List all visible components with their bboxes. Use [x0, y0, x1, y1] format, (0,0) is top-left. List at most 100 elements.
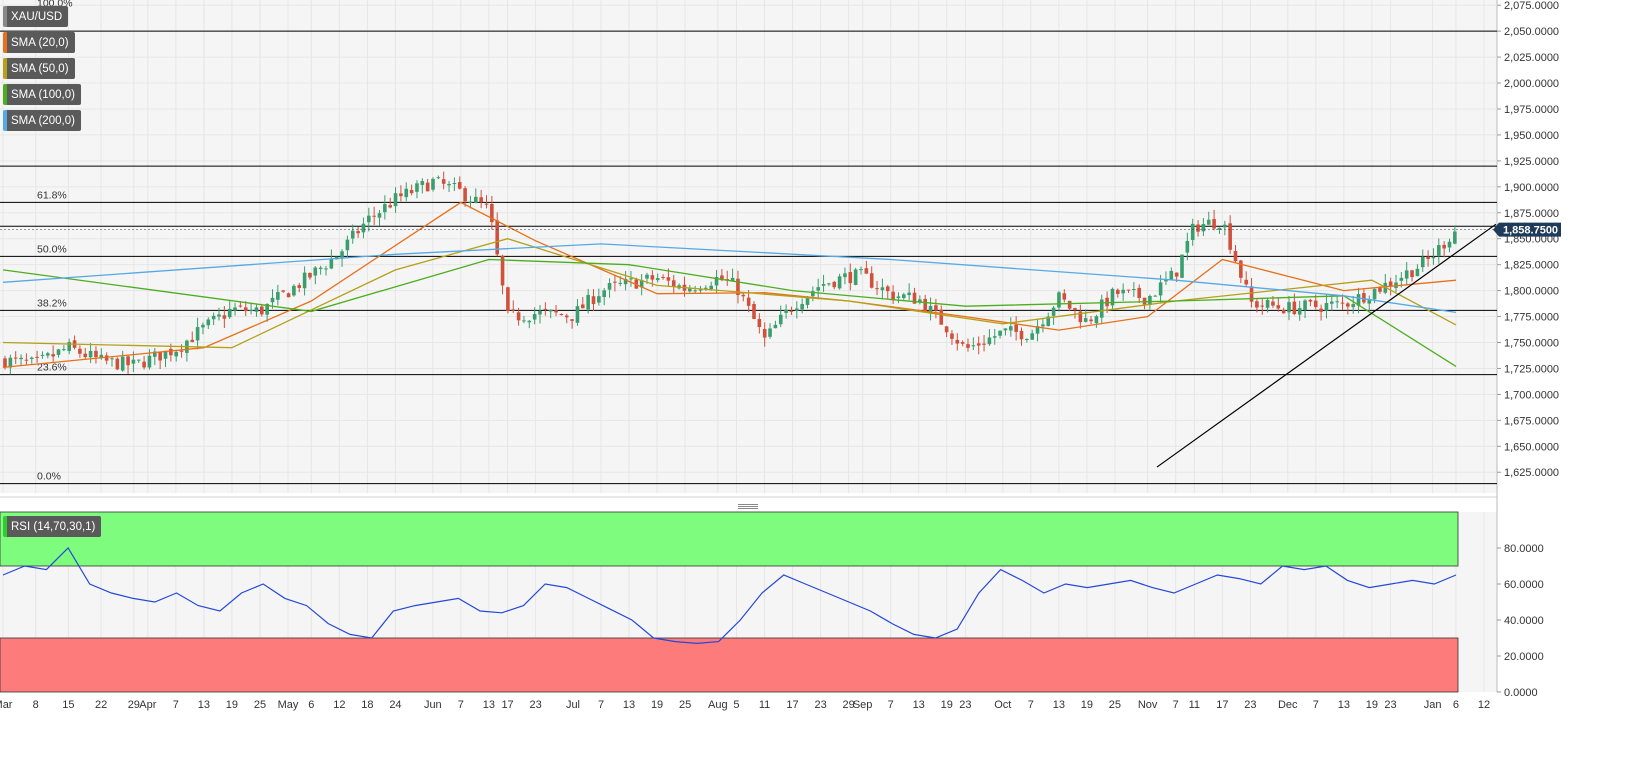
sma-200-legend[interactable]: SMA (200,0)	[3, 110, 81, 131]
x-tick-label: 12	[1478, 699, 1490, 711]
fibonacci-level-label: 0.0%	[37, 471, 61, 483]
candle-body	[104, 355, 109, 361]
candle-body	[1271, 301, 1275, 306]
candle-body	[29, 357, 34, 359]
sma-100-legend[interactable]: SMA (100,0)	[3, 84, 81, 105]
candle-body	[1105, 297, 1109, 307]
x-tick-label: 11	[1189, 699, 1200, 711]
candle-body	[126, 356, 130, 366]
candle-body	[714, 276, 719, 286]
candle-body	[746, 297, 751, 306]
y-tick-label: 1,675.0000	[1504, 415, 1559, 427]
candle-body	[1051, 307, 1056, 316]
candle-body	[511, 309, 516, 311]
candle-body	[254, 307, 259, 312]
candle-body	[784, 309, 788, 313]
rsi-y-tick-label: 80.0000	[1504, 543, 1544, 555]
candle-body	[1083, 318, 1088, 322]
fibonacci-level-label: 38.2%	[37, 297, 67, 309]
candle-body	[527, 320, 532, 323]
candle-body	[1030, 333, 1034, 340]
candle-body	[1046, 316, 1051, 327]
candle-body	[1014, 324, 1018, 332]
x-tick-label: 23	[814, 699, 826, 711]
y-tick-label: 2,025.0000	[1504, 52, 1559, 64]
candle-body	[832, 281, 837, 288]
x-tick-label: 19	[1081, 699, 1093, 711]
candle-body	[1372, 288, 1377, 300]
candle-body	[243, 307, 248, 312]
candle-body	[436, 177, 441, 179]
candle-body	[1067, 300, 1072, 309]
candle-body	[195, 327, 200, 341]
x-tick-label: 19	[1366, 699, 1378, 711]
candle-body	[944, 326, 949, 333]
candle-body	[490, 204, 494, 223]
rsi-y-tick-label: 0.0000	[1504, 687, 1538, 699]
symbol-label[interactable]: XAU/USD	[3, 6, 69, 27]
candle-body	[1190, 223, 1195, 240]
candle-body	[393, 193, 398, 207]
y-tick-label: 1,750.0000	[1504, 338, 1559, 350]
candle-body	[987, 337, 992, 345]
fibonacci-level-label: 23.6%	[37, 362, 67, 374]
candle-body	[1319, 308, 1323, 312]
candle-body	[1019, 330, 1024, 340]
candle-body	[372, 215, 376, 217]
candle-body	[848, 272, 853, 284]
candle-body	[522, 320, 526, 322]
candle-body	[227, 308, 232, 318]
candle-body	[1094, 316, 1099, 324]
candle-body	[902, 294, 906, 299]
fibonacci-level-label: 50.0%	[37, 243, 67, 255]
x-tick-label: 7	[1313, 699, 1319, 711]
candle-body	[736, 278, 740, 296]
candle-body	[591, 296, 596, 305]
rsi-line	[2, 547, 1457, 645]
candle-body	[1420, 256, 1425, 268]
y-tick-label: 1,775.0000	[1504, 312, 1559, 324]
candle-body	[88, 350, 93, 358]
candle-body	[233, 307, 237, 311]
x-tick-label: 25	[1109, 699, 1121, 711]
candle-body	[142, 361, 146, 368]
x-tick-label: 8	[33, 699, 39, 711]
y-tick-label: 2,050.0000	[1504, 26, 1559, 38]
candle-body	[864, 268, 869, 274]
y-tick-label: 1,700.0000	[1504, 389, 1559, 401]
x-tick-label: 13	[1053, 699, 1065, 711]
candle-body	[757, 318, 762, 328]
x-tick-label: 23	[1384, 699, 1396, 711]
candle-body	[570, 319, 574, 321]
candle-body	[94, 350, 98, 358]
x-tick-label: 29	[842, 699, 854, 711]
candle-body	[837, 276, 842, 289]
sma-50-legend[interactable]: SMA (50,0)	[3, 58, 75, 79]
candle-body	[1212, 219, 1216, 229]
candle-body	[1158, 282, 1163, 296]
x-tick-label: 13	[623, 699, 635, 711]
sma-20-legend[interactable]: SMA (20,0)	[3, 32, 75, 53]
candle-body	[1233, 251, 1238, 262]
candle-body	[83, 353, 88, 358]
y-tick-label: 2,000.0000	[1504, 78, 1559, 90]
rsi-legend[interactable]: RSI (14,70,30,1)	[3, 516, 102, 537]
candle-body	[907, 292, 911, 296]
y-tick-label: 1,825.0000	[1504, 260, 1559, 272]
candle-body	[425, 182, 430, 192]
x-tick-label: 7	[173, 699, 179, 711]
candle-body	[1330, 301, 1334, 304]
x-tick-label: 13	[483, 699, 495, 711]
pane-resize-handle[interactable]	[738, 503, 758, 510]
candle-body	[51, 354, 55, 357]
candle-body	[698, 289, 703, 291]
candle-body	[768, 328, 772, 337]
candle-body	[1132, 289, 1136, 291]
candle-body	[709, 285, 713, 290]
x-tick-label: 6	[1453, 699, 1459, 711]
candle-body	[1388, 281, 1393, 287]
current-price-label: 1,858.7500	[1503, 225, 1558, 237]
candle-body	[24, 359, 29, 361]
